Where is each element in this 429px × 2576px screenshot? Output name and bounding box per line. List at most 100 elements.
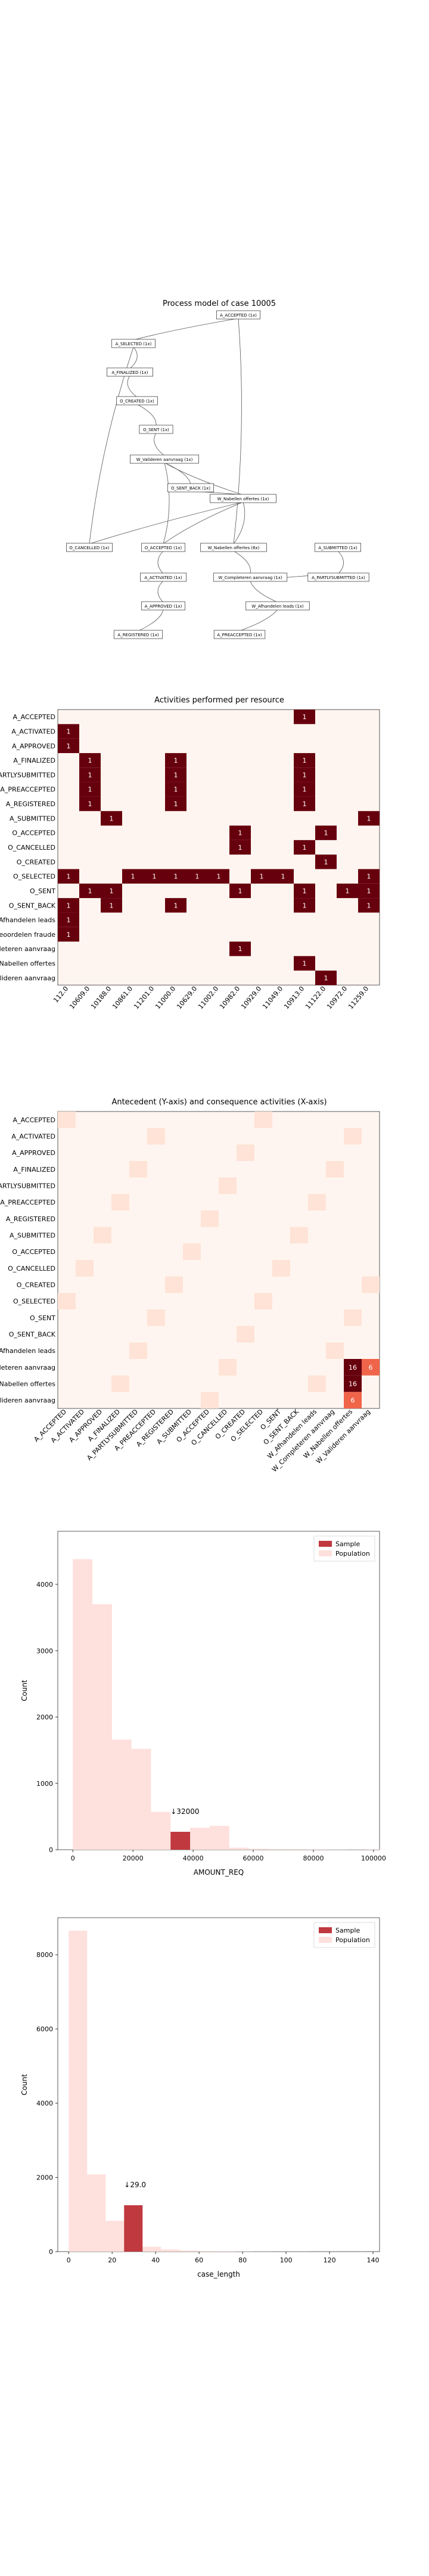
x-tick-label: 0 [71, 1854, 75, 1862]
heatmap-cell [229, 883, 251, 899]
heatmap-cell [101, 883, 122, 899]
process-node-label: A_REGISTERED (1x) [117, 633, 158, 637]
process-edge [233, 550, 251, 574]
population-bar [111, 1739, 132, 1850]
x-tick-label: 140 [367, 2256, 380, 2264]
process-node-box [116, 396, 158, 405]
heatmap-cell [219, 1359, 237, 1376]
heatmap-cell-value: 1 [195, 873, 200, 881]
y-tick-label: 8000 [36, 1951, 53, 1959]
heatmap-row-label: W_Completeren aanvraag [0, 1364, 55, 1371]
heatmap-cell [294, 956, 315, 971]
legend-label: Sample [335, 1540, 360, 1548]
process-node-label: O_SENT_BACK (1x) [171, 486, 210, 491]
heatmap-cell-value: 1 [67, 742, 71, 750]
x-tick-label: 60000 [243, 1854, 264, 1862]
heatmap-cell-value: 1 [88, 757, 92, 764]
population-bar [248, 1849, 269, 1850]
heatmap-col-label: 10913.0 [282, 985, 306, 1011]
process-edges [89, 318, 344, 631]
process-node-box [141, 543, 185, 552]
heatmap-cell-value: 1 [367, 902, 371, 909]
heatmap-row-label: O_CANCELLED [8, 844, 55, 852]
population-bar [366, 1849, 386, 1850]
population-bar [229, 1847, 249, 1850]
y-tick-label: 4000 [36, 1581, 53, 1589]
legend-box [313, 1535, 375, 1562]
heatmap-cell-value: 1 [174, 786, 178, 794]
heatmap-col-label: 11201.0 [132, 985, 156, 1011]
heatmap-cell [147, 1309, 165, 1326]
process-nodes: A_ACCEPTED (1x) A_SELECTED (1x) A_FINALIZE… [66, 310, 369, 639]
heatmap-row-label: W_Afhandelen leads [0, 917, 55, 924]
heatmap-cell [165, 869, 186, 884]
heatmap-cell [183, 1243, 201, 1260]
legend-swatch [319, 1541, 332, 1547]
heatmap-cell [272, 1260, 290, 1277]
heatmap-cell [326, 1342, 344, 1359]
heatmap-cell-value: 1 [303, 887, 307, 895]
heatmap-cell [358, 869, 380, 884]
x-tick-label: 60 [195, 2256, 203, 2264]
process-node: A_PREACCEPTED (1x) [213, 630, 266, 639]
heatmap-cell [315, 970, 337, 985]
heatmap-cell-value: 1 [110, 887, 114, 895]
population-bar [288, 1849, 307, 1850]
heatmap-cell [165, 1276, 183, 1293]
heatmap-cell-value: 1 [238, 945, 243, 953]
heatmap-cell [344, 1375, 362, 1392]
heatmap-cell [58, 1293, 76, 1309]
heatmap-cell-value: 1 [238, 829, 243, 837]
heatmap-row-label: W_Valideren aanvraag [0, 974, 55, 982]
heatmap-cell-value: 1 [324, 858, 328, 866]
x-tick-label: 40000 [183, 1854, 204, 1862]
sample-annotation: ↓32000 [170, 1807, 199, 1816]
heatmap-cell-value: 1 [174, 873, 178, 881]
process-node: W_Valideren aanvraag (1x) [130, 454, 199, 464]
population-bar [151, 1812, 171, 1850]
heatmap-row-label: A_FINALIZED [13, 757, 55, 764]
heatmap-row-label: O_ACCEPTED [12, 829, 55, 837]
heatmap-cell [58, 869, 79, 884]
heatmap-row-label: O_SENT_BACK [9, 902, 56, 909]
process-edge [164, 462, 244, 496]
process-node-label: A_SUBMITTED (1x) [318, 546, 358, 550]
heatmap-cell-value: 1 [346, 887, 350, 895]
heatmap-col-label: 10972.0 [325, 985, 349, 1011]
x-tick-label: 20000 [123, 1854, 144, 1862]
process-node-label: O_ACCEPTED (1x) [145, 546, 182, 550]
heatmap-cell-value: 16 [349, 1380, 357, 1388]
heatmap-cell [308, 1375, 326, 1392]
process-edge [163, 501, 244, 544]
legend-box [313, 1922, 375, 1948]
heatmap-col-label: 11259.0 [347, 985, 370, 1011]
heatmap-cell-value: 1 [217, 873, 221, 881]
heatmap-cell [129, 1161, 147, 1178]
heatmap-col-label: 11002.0 [197, 985, 220, 1011]
process-node: A_SELECTED (1x) [111, 339, 156, 348]
heatmap-cell-value: 1 [303, 757, 307, 764]
heatmap-row-label: A_PARTLYSUBMITTED [0, 771, 55, 779]
heatmap-col-label: 11122.0 [304, 985, 327, 1011]
process-node: O_CREATED (1x) [116, 396, 158, 405]
process-node-label: W_Afhandelen leads (1x) [251, 604, 303, 609]
x-tick-label: 80000 [303, 1854, 324, 1862]
heatmap-cell [79, 753, 101, 768]
population-bar [268, 1849, 288, 1850]
heatmap-cell [58, 1111, 76, 1128]
heatmap-row-label: O_SENT [30, 887, 55, 895]
heatmap-cell [237, 1144, 254, 1161]
heatmap-cell-value: 1 [110, 902, 114, 909]
heatmap-row-label: A_PREACCEPTED [0, 1199, 55, 1206]
heatmap-col-label: 112.0 [52, 985, 70, 1004]
heatmap-cell [144, 869, 165, 884]
heatmap-cell-value: 1 [303, 902, 307, 909]
heatmap-cell-value: 1 [367, 887, 371, 895]
heatmap-row-label: A_ACCEPTED [13, 713, 55, 721]
heatmap-cell [101, 898, 122, 913]
legend-swatch [319, 1550, 332, 1556]
y-tick-label: 2000 [36, 2174, 53, 2182]
heatmap-cell-value: 1 [324, 829, 328, 837]
process-edge [337, 550, 344, 574]
